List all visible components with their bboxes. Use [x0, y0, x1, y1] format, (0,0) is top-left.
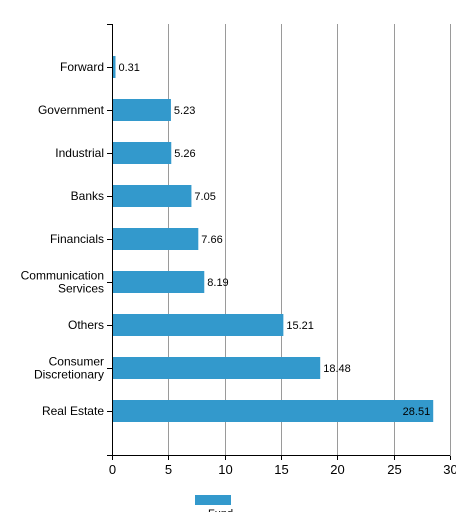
value-label-6: 15.21 — [286, 320, 314, 332]
category-label-5: Communication Services — [21, 269, 104, 296]
value-label-1: 5.23 — [174, 105, 195, 117]
category-label-6: Others — [68, 318, 104, 332]
category-label-line: Others — [68, 318, 104, 332]
value-label-5: 8.19 — [207, 277, 228, 289]
value-label-3: 7.05 — [194, 191, 215, 203]
category-label-0: Forward — [60, 60, 104, 74]
value-label-4: 7.66 — [201, 234, 222, 246]
category-label-line: Real Estate — [42, 404, 104, 418]
bar-4 — [112, 228, 199, 250]
category-label-line: Banks — [71, 189, 104, 203]
category-label-line: Services — [58, 282, 104, 296]
gridlines — [168, 24, 451, 456]
legend-swatch — [195, 495, 231, 505]
x-tick-label-5: 5 — [165, 462, 172, 477]
x-tick-label-15: 15 — [274, 462, 288, 477]
bar-6 — [112, 314, 284, 336]
value-label-0: 0.31 — [118, 62, 139, 74]
x-tick-label-30: 30 — [443, 462, 456, 477]
value-label-8: 28.51 — [403, 406, 431, 418]
x-tick-label-20: 20 — [330, 462, 344, 477]
category-label-line: Discretionary — [34, 368, 104, 382]
category-label-8: Real Estate — [42, 404, 104, 418]
category-label-4: Financials — [50, 232, 104, 246]
category-label-2: Industrial — [55, 146, 104, 160]
bar-3 — [112, 185, 192, 207]
category-label-line: Consumer — [49, 355, 104, 369]
category-label-line: Government — [38, 103, 105, 117]
bar-5 — [112, 271, 205, 293]
bar-2 — [112, 142, 172, 164]
x-tick-label-0: 0 — [109, 462, 116, 477]
category-label-line: Industrial — [55, 146, 104, 160]
x-tick-label-10: 10 — [218, 462, 232, 477]
bar-1 — [112, 99, 171, 121]
x-tick-label-25: 25 — [387, 462, 401, 477]
category-label-line: Communication — [21, 269, 104, 283]
bar-8 — [112, 400, 434, 422]
bar-0 — [112, 56, 116, 78]
category-label-line: Forward — [60, 60, 104, 74]
legend: Fund — [195, 495, 233, 512]
category-label-7: Consumer Discretionary — [34, 355, 104, 382]
category-label-1: Government — [38, 103, 105, 117]
value-label-2: 5.26 — [174, 148, 195, 160]
labels: Forward 0.31 Government 5.23 Industrial 5.26 B… — [21, 60, 456, 477]
category-label-line: Financials — [50, 232, 104, 246]
legend-label: Fund — [208, 508, 233, 512]
value-label-7: 18.48 — [323, 363, 351, 375]
bar-7 — [112, 357, 321, 379]
axes — [107, 24, 451, 460]
bars — [112, 56, 434, 422]
category-label-3: Banks — [71, 189, 104, 203]
